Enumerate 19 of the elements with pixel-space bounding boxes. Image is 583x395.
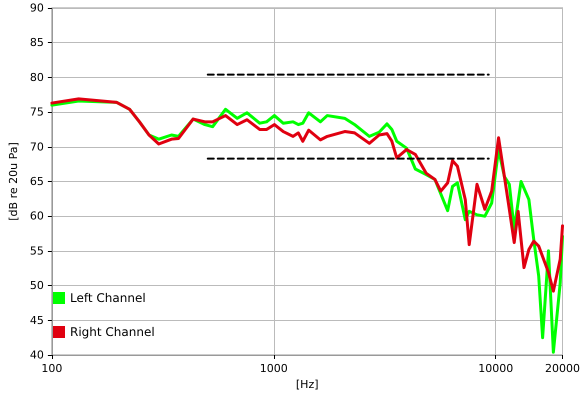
y-tick-label: 55 [30, 244, 44, 258]
y-axis-title: [dB re 20u Pa] [7, 142, 20, 221]
legend-label: Left Channel [70, 291, 146, 305]
y-tick-label: 85 [30, 36, 44, 50]
y-tick-label: 80 [30, 70, 44, 84]
y-tick-label: 75 [30, 106, 44, 119]
x-tick-label: 20000 [545, 362, 580, 375]
y-tick-label: 70 [30, 140, 44, 154]
x-tick-label: 10000 [478, 362, 514, 375]
y-tick-label: 65 [30, 175, 44, 188]
y-tick-label: 40 [30, 348, 44, 362]
x-tick-label: 1000 [260, 362, 288, 375]
x-tick-label: 100 [41, 362, 62, 375]
x-axis-title: [Hz] [296, 378, 319, 391]
y-tick-label: 60 [30, 210, 44, 223]
y-tick-label: 45 [30, 314, 44, 327]
y-tick-label: 90 [30, 2, 44, 14]
legend-label: Right Channel [70, 325, 155, 339]
y-tick-label: 50 [30, 279, 44, 292]
